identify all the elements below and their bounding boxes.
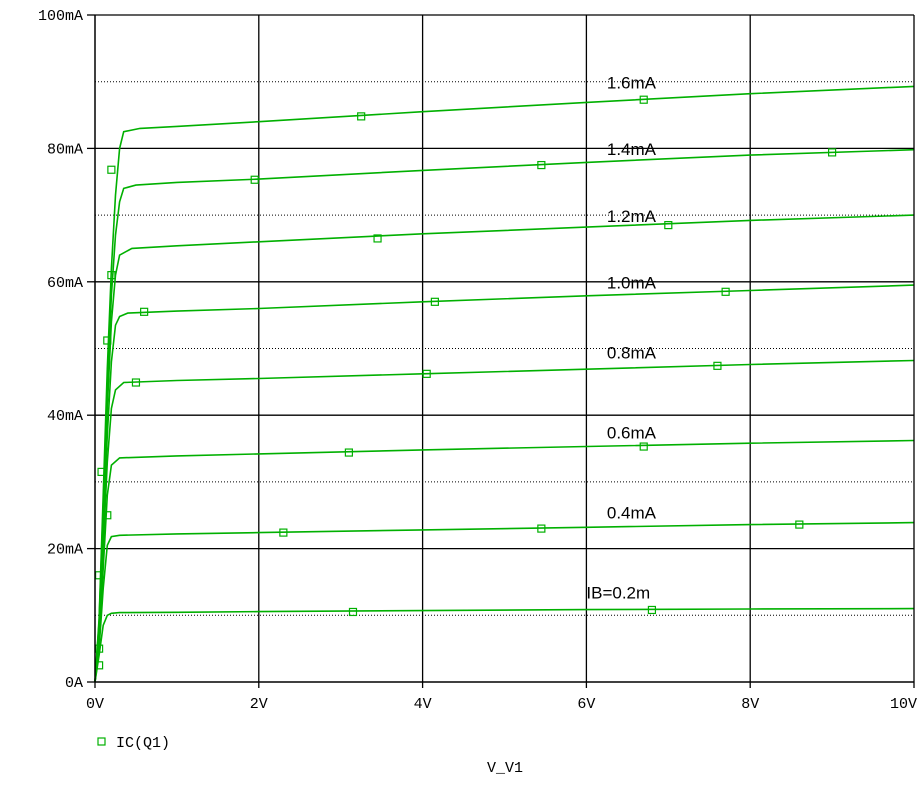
curve-labels: IB=0.2m 0.4mA 0.6mA 0.8mA 1.0mA 1.2mA 1.4mA 1.6…: [586, 73, 656, 602]
axes: 0A 20mA 40mA 60mA 80mA 100mA 0V 2V 4V 6V 8V 10V: [38, 8, 917, 713]
marker-1-3: [537, 524, 546, 533]
y-tick-label-5: 100mA: [38, 8, 83, 25]
marker-4-2: [430, 297, 439, 306]
x-axis-title: V_V1: [487, 760, 523, 777]
curve-label-6: 1.4mA: [607, 140, 657, 159]
series-line-0: [94, 607, 915, 683]
curve-label-5: 1.2mA: [607, 207, 657, 226]
marker-6-1: [537, 160, 546, 170]
y-tick-label-2: 40mA: [47, 408, 83, 425]
curve-label-0: IB=0.2m: [586, 584, 650, 603]
marker-6-2: [827, 148, 837, 157]
marker-3-1: [131, 378, 141, 387]
series-line-1: [94, 521, 915, 683]
y-tick-label-0: 0A: [65, 675, 83, 692]
y-tick-label-1: 20mA: [47, 542, 83, 559]
marker-1-2: [279, 528, 288, 537]
series-line-2: [94, 439, 915, 683]
marker-4-1: [140, 307, 149, 316]
grid-lines: [95, 15, 914, 682]
x-tick-label-0: 0V: [86, 696, 104, 713]
x-tick-label-1: 2V: [250, 696, 268, 713]
marker-0-0: [348, 607, 358, 617]
curve-label-7: 1.6mA: [607, 73, 657, 92]
marker-7-1: [357, 112, 366, 121]
y-tick-label-3: 60mA: [47, 275, 83, 292]
y-tick-label-4: 80mA: [47, 141, 83, 158]
legend-label: IC(Q1): [116, 735, 170, 752]
marker-0-1: [647, 605, 657, 615]
marker-5-2: [664, 221, 673, 230]
series-group: [94, 85, 915, 683]
x-tick-label-4: 8V: [741, 696, 759, 713]
marker-7-0: [107, 165, 116, 174]
legend-marker: [97, 737, 106, 746]
marker-2-2: [344, 448, 353, 457]
curve-label-2: 0.6mA: [607, 424, 657, 443]
curve-label-4: 1.0mA: [607, 273, 657, 292]
marker-1-4: [795, 520, 804, 529]
series-line-3: [94, 359, 915, 683]
x-tick-label-3: 6V: [577, 696, 595, 713]
series-line-7: [94, 85, 915, 683]
x-tick-label-2: 4V: [414, 696, 432, 713]
curve-label-1: 0.4mA: [607, 504, 657, 523]
marker-5-1: [373, 234, 382, 243]
marker-2-3: [639, 442, 648, 451]
marker-6-0: [250, 175, 259, 184]
curve-label-3: 0.8mA: [607, 344, 657, 363]
x-tick-label-5: 10V: [890, 696, 917, 713]
marker-3-2: [422, 369, 431, 378]
legend: IC(Q1): [97, 735, 170, 752]
marker-3-3: [713, 361, 722, 370]
marker-7-2: [639, 95, 648, 104]
marker-4-3: [721, 287, 730, 296]
series-line-4: [94, 284, 915, 683]
